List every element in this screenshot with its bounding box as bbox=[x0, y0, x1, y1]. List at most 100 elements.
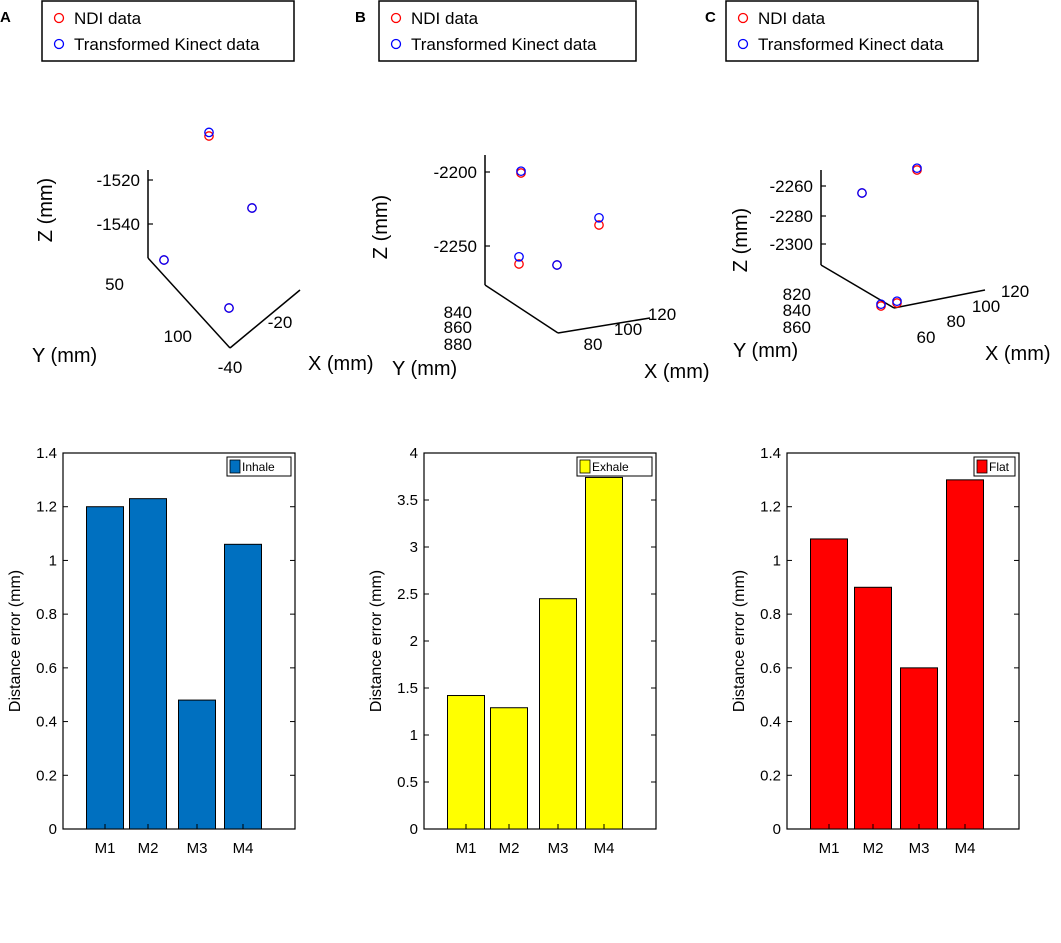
kinect-point bbox=[514, 251, 524, 262]
x-tick-label: M1 bbox=[95, 840, 116, 857]
y-axis-label: Distance error (mm) bbox=[368, 570, 385, 712]
x-tick-label: 80 bbox=[947, 312, 966, 331]
x-tick-label: M3 bbox=[548, 840, 569, 857]
y-tick-label: 3.5 bbox=[397, 492, 418, 509]
legend-label: Inhale bbox=[242, 460, 275, 474]
legend-label-kinect: Transformed Kinect data bbox=[74, 35, 260, 54]
x-tick-label: M2 bbox=[499, 840, 520, 857]
bar-m4 bbox=[224, 543, 262, 830]
x-tick-label: M3 bbox=[187, 840, 208, 857]
legend-box bbox=[226, 456, 292, 477]
y-axis-label: Y (mm) bbox=[32, 345, 97, 367]
legend-label-kinect: Transformed Kinect data bbox=[758, 35, 944, 54]
x-tick-label: M3 bbox=[909, 840, 930, 857]
y-tick-label: 860 bbox=[444, 318, 472, 337]
bar-m1 bbox=[447, 695, 485, 830]
kinect-point bbox=[516, 166, 526, 177]
z-tick-label: -2280 bbox=[770, 207, 813, 226]
y-axis-line bbox=[820, 264, 895, 309]
z-axis-label: Z (mm) bbox=[370, 195, 392, 259]
panel-letter: C bbox=[705, 9, 716, 26]
y-tick-label: 0 bbox=[773, 821, 781, 838]
legend-label-ndi: NDI data bbox=[411, 9, 479, 28]
y-tick-label: 860 bbox=[783, 318, 811, 337]
z-tick-label: -1520 bbox=[97, 171, 140, 190]
x-tick-label: 120 bbox=[648, 305, 676, 324]
x-tick-label: -40 bbox=[218, 358, 243, 377]
x-tick-label: M2 bbox=[138, 840, 159, 857]
y-tick-label: 1.2 bbox=[36, 499, 57, 516]
legend-label-kinect: Transformed Kinect data bbox=[411, 35, 597, 54]
y-axis-label: Y (mm) bbox=[733, 340, 798, 362]
ndi-point bbox=[514, 259, 524, 269]
z-tick-label: -1540 bbox=[97, 215, 140, 234]
legend-swatch bbox=[579, 459, 591, 474]
x-axis-label: X (mm) bbox=[985, 343, 1051, 365]
z-axis-label: Z (mm) bbox=[730, 208, 752, 272]
y-tick-label: 1 bbox=[410, 727, 418, 744]
x-tick-label: 120 bbox=[1001, 282, 1029, 301]
y-tick-label: 880 bbox=[444, 335, 472, 354]
bar-m3 bbox=[900, 667, 938, 830]
y-tick-label: 0.6 bbox=[760, 660, 781, 677]
bar-m2 bbox=[854, 586, 892, 830]
y-tick-label: 0 bbox=[410, 821, 418, 838]
z-tick-label: -2200 bbox=[434, 163, 477, 182]
y-tick-label: 840 bbox=[783, 301, 811, 320]
bar-m2 bbox=[129, 498, 167, 830]
ndi-point bbox=[204, 131, 214, 141]
bar-m2 bbox=[490, 707, 528, 830]
y-tick-label: 840 bbox=[444, 303, 472, 322]
x-tick-label: M1 bbox=[456, 840, 477, 857]
legend-kinect-marker bbox=[390, 38, 402, 50]
legend-kinect-marker bbox=[53, 38, 65, 50]
y-axis-label: Distance error (mm) bbox=[7, 570, 24, 712]
kinect-point bbox=[594, 212, 604, 223]
y-tick-label: 820 bbox=[783, 285, 811, 304]
x-tick-label: M4 bbox=[233, 840, 254, 857]
x-tick-label: M4 bbox=[594, 840, 615, 857]
y-tick-label: 3 bbox=[410, 539, 418, 556]
y-tick-label: 2 bbox=[410, 633, 418, 650]
x-tick-label: 100 bbox=[614, 320, 642, 339]
kinect-point bbox=[247, 203, 257, 213]
legend-box bbox=[576, 456, 653, 477]
y-axis-line bbox=[147, 257, 231, 349]
x-tick-label: 80 bbox=[584, 335, 603, 354]
y-tick-label: 1 bbox=[773, 552, 781, 569]
bar-m4 bbox=[585, 476, 623, 830]
y-tick-label: 0.8 bbox=[760, 606, 781, 623]
panel-letter: A bbox=[0, 9, 11, 26]
kinect-point bbox=[912, 163, 922, 174]
legend-box bbox=[725, 0, 979, 62]
legend-ndi-marker bbox=[53, 12, 65, 24]
y-tick-label: 0.6 bbox=[36, 660, 57, 677]
x-tick-label: M1 bbox=[819, 840, 840, 857]
legend-label-ndi: NDI data bbox=[758, 9, 826, 28]
z-tick-label: -2300 bbox=[770, 235, 813, 254]
legend-label: Flat bbox=[989, 460, 1010, 474]
y-tick-label: 1.2 bbox=[760, 499, 781, 516]
kinect-point bbox=[204, 127, 214, 138]
x-tick-label: 100 bbox=[972, 297, 1000, 316]
legend-ndi-marker bbox=[737, 12, 749, 24]
x-tick-label: -20 bbox=[268, 313, 293, 332]
y-tick-label: 0.2 bbox=[36, 767, 57, 784]
x-tick-label: M4 bbox=[955, 840, 976, 857]
kinect-point bbox=[224, 303, 234, 313]
y-tick-label: 0.8 bbox=[36, 606, 57, 623]
panel-letter: B bbox=[355, 9, 366, 26]
y-tick-label: 0 bbox=[49, 821, 57, 838]
y-axis-line bbox=[484, 284, 559, 334]
legend-ndi-marker bbox=[390, 12, 402, 24]
y-tick-label: 50 bbox=[105, 275, 124, 294]
x-axis-label: X (mm) bbox=[644, 361, 710, 383]
z-axis-label: Z (mm) bbox=[35, 178, 57, 242]
y-tick-label: 100 bbox=[164, 327, 192, 346]
y-axis-label: Y (mm) bbox=[392, 358, 457, 380]
legend-kinect-marker bbox=[737, 38, 749, 50]
y-tick-label: 0.4 bbox=[36, 714, 57, 731]
z-tick-label: -2250 bbox=[434, 237, 477, 256]
x-axis-line bbox=[893, 289, 986, 309]
